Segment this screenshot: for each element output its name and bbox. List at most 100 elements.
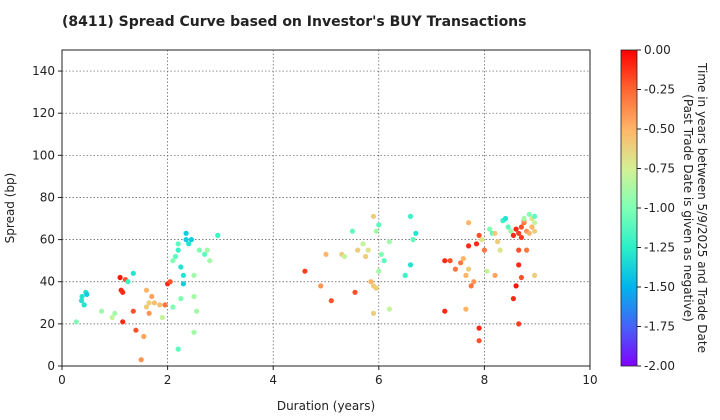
y-tick-label: 60 bbox=[40, 233, 55, 247]
data-point bbox=[365, 247, 371, 253]
data-point bbox=[532, 220, 538, 226]
data-point bbox=[167, 279, 173, 285]
data-point bbox=[476, 338, 482, 344]
data-point bbox=[524, 247, 530, 253]
x-tick-label: 4 bbox=[269, 373, 277, 387]
data-point bbox=[526, 230, 532, 236]
data-point bbox=[479, 237, 485, 243]
data-point bbox=[495, 239, 501, 245]
data-point bbox=[191, 329, 197, 335]
data-point bbox=[138, 357, 144, 363]
data-point bbox=[460, 256, 466, 262]
colorbar-tick-label: -0.75 bbox=[644, 162, 675, 176]
data-point bbox=[476, 325, 482, 331]
data-point bbox=[487, 226, 493, 232]
data-point bbox=[323, 251, 329, 257]
data-point bbox=[484, 268, 490, 274]
data-point bbox=[143, 287, 150, 293]
colorbar-tick-label: -0.25 bbox=[644, 83, 675, 97]
data-point bbox=[373, 285, 379, 291]
data-point bbox=[172, 253, 179, 260]
data-point bbox=[318, 283, 324, 289]
data-point bbox=[204, 247, 210, 253]
data-point bbox=[370, 310, 377, 316]
data-point bbox=[513, 283, 519, 289]
data-point bbox=[81, 302, 87, 308]
data-point bbox=[175, 346, 181, 352]
data-point bbox=[180, 272, 186, 278]
data-point bbox=[149, 293, 155, 300]
data-point bbox=[202, 251, 208, 257]
data-point bbox=[302, 268, 308, 274]
data-point bbox=[532, 272, 538, 278]
data-point bbox=[386, 306, 392, 312]
data-point bbox=[355, 247, 361, 253]
data-point bbox=[518, 274, 525, 281]
data-point bbox=[191, 293, 197, 300]
data-point bbox=[352, 289, 358, 295]
data-point bbox=[370, 213, 377, 219]
data-point bbox=[497, 247, 503, 253]
data-point bbox=[505, 224, 511, 230]
data-point bbox=[407, 262, 414, 268]
data-point bbox=[473, 241, 480, 247]
data-point bbox=[413, 230, 419, 236]
data-point bbox=[130, 270, 136, 276]
data-point bbox=[78, 298, 85, 304]
data-point bbox=[471, 279, 477, 285]
data-point bbox=[157, 302, 163, 308]
data-point bbox=[518, 234, 525, 241]
data-point bbox=[194, 308, 200, 314]
data-point bbox=[120, 319, 126, 325]
scatter-points bbox=[73, 211, 538, 363]
data-point bbox=[186, 241, 192, 247]
data-point bbox=[376, 222, 382, 228]
y-axis-ticks: 0 20 40 60 80 100 120 140 bbox=[32, 64, 62, 373]
data-point bbox=[170, 304, 176, 310]
data-point bbox=[170, 258, 176, 264]
x-axis-ticks: 0 2 4 6 8 10 bbox=[58, 366, 598, 387]
plot-area-frame bbox=[61, 49, 591, 367]
data-point bbox=[452, 266, 458, 272]
data-point bbox=[510, 296, 516, 302]
data-point bbox=[510, 232, 516, 238]
data-point bbox=[207, 258, 213, 264]
data-point bbox=[79, 293, 85, 300]
data-point bbox=[146, 310, 152, 316]
data-point bbox=[178, 296, 184, 302]
x-tick-label: 2 bbox=[164, 373, 172, 387]
y-tick-label: 0 bbox=[47, 359, 55, 373]
colorbar bbox=[620, 49, 638, 367]
y-tick-label: 40 bbox=[40, 275, 55, 289]
data-point bbox=[526, 211, 532, 217]
data-point bbox=[466, 266, 472, 272]
data-point bbox=[381, 258, 387, 264]
data-point bbox=[508, 228, 514, 234]
colorbar-tick-label: -2.00 bbox=[644, 359, 675, 373]
data-point bbox=[402, 272, 408, 278]
data-point bbox=[328, 298, 334, 304]
gridlines bbox=[62, 50, 590, 366]
data-point bbox=[407, 213, 414, 219]
data-point bbox=[481, 247, 487, 253]
data-point bbox=[442, 258, 448, 264]
data-point bbox=[109, 314, 115, 321]
data-point bbox=[516, 262, 522, 268]
data-point bbox=[502, 215, 509, 222]
data-point bbox=[175, 247, 181, 253]
data-point bbox=[476, 232, 482, 238]
data-point bbox=[178, 264, 184, 270]
data-point bbox=[492, 230, 498, 236]
colorbar-label-line1: Time in years between 5/9/2025 and Trade… bbox=[695, 62, 709, 353]
data-point bbox=[130, 308, 136, 314]
y-tick-label: 120 bbox=[32, 106, 55, 120]
data-point bbox=[133, 327, 139, 333]
data-point bbox=[191, 272, 197, 278]
x-tick-label: 8 bbox=[481, 373, 489, 387]
data-point bbox=[99, 308, 105, 314]
colorbar-tick-label: -1.50 bbox=[644, 280, 675, 294]
data-point bbox=[463, 306, 469, 312]
data-point bbox=[463, 272, 469, 278]
y-tick-label: 140 bbox=[32, 64, 55, 78]
data-point bbox=[376, 268, 382, 274]
